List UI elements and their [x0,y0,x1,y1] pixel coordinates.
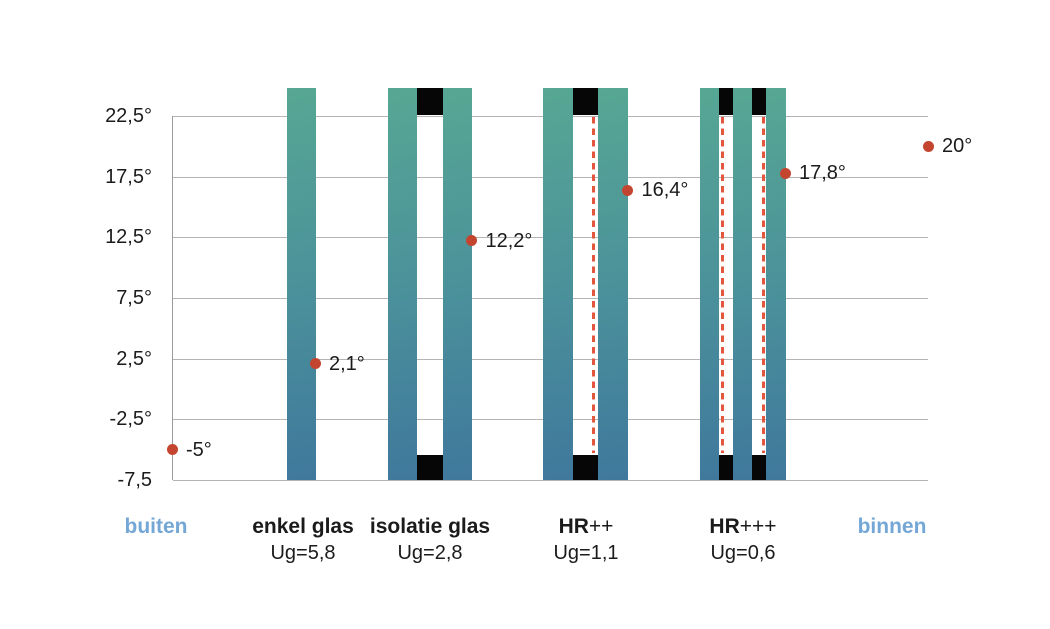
y-tick-label: -2,5° [109,408,152,431]
coating-line [721,116,724,453]
category-ug-label: Ug=2,8 [397,542,463,564]
glass-pane [443,88,472,481]
category-label-main: binnen [857,515,927,538]
spacer-block-bottom [719,454,733,481]
coating-line [762,116,765,453]
glass-pane [543,88,573,481]
y-tick-label: -7,5 [117,469,152,491]
category-label-main: HR [709,515,740,538]
category-label-main: enkel glas [252,515,354,538]
y-tick-label: 7,5° [116,287,152,309]
spacer-block-top [572,88,598,115]
category-ug-label: Ug=5,8 [270,542,336,564]
glass-pane [766,88,786,481]
category-label-main: buiten [124,515,188,538]
category-label-main: HR [558,515,589,538]
x-axis-line [173,480,928,481]
y-tick-label: 2,5° [116,347,152,370]
temp-dot [166,444,178,456]
temp-value-label: 12,2° [485,229,533,252]
y-tick-label: 12,5° [105,226,152,249]
glass-pane [287,88,316,481]
category-label: HR++ [486,514,686,540]
temp-value-label: -5° [186,438,212,461]
temp-dot [622,184,633,196]
y-tick-label: 17,5° [105,165,152,188]
spacer-block-bottom [572,454,598,481]
glass-pane [598,88,628,481]
temp-dot [466,235,477,247]
glass-pane [700,88,719,481]
temp-value-label: 17,8° [799,162,846,185]
glass-pane [388,88,417,481]
temp-value-label: 20° [942,135,973,158]
coating-line [592,116,595,453]
temp-dot [922,140,934,152]
category-label-main: isolatie glas [369,515,491,538]
category-label: binnen [792,514,992,540]
category-label-suffix: ++ [588,515,614,538]
spacer-block-top [719,88,733,115]
spacer-block-top [417,88,443,115]
spacer-block-bottom [752,454,766,481]
category-label: isolatie glas [330,514,530,540]
category-label: enkel glas [203,514,403,540]
y-tick-label: 22,5° [105,105,152,127]
temp-dot [309,358,321,370]
category-label: buiten [56,514,256,540]
category-ug-label: Ug=1,1 [553,542,619,564]
temp-dot [779,167,791,179]
y-axis-line [172,116,173,480]
spacer-block-bottom [417,454,443,481]
temp-value-label: 16,4° [641,179,689,201]
spacer-block-top [752,88,766,115]
category-ug-label: Ug=0,6 [710,542,776,564]
category-label: HR+++ [643,514,843,540]
glass-pane [733,88,752,481]
temp-value-label: 2,1° [329,352,365,375]
category-label-suffix: +++ [739,515,777,538]
